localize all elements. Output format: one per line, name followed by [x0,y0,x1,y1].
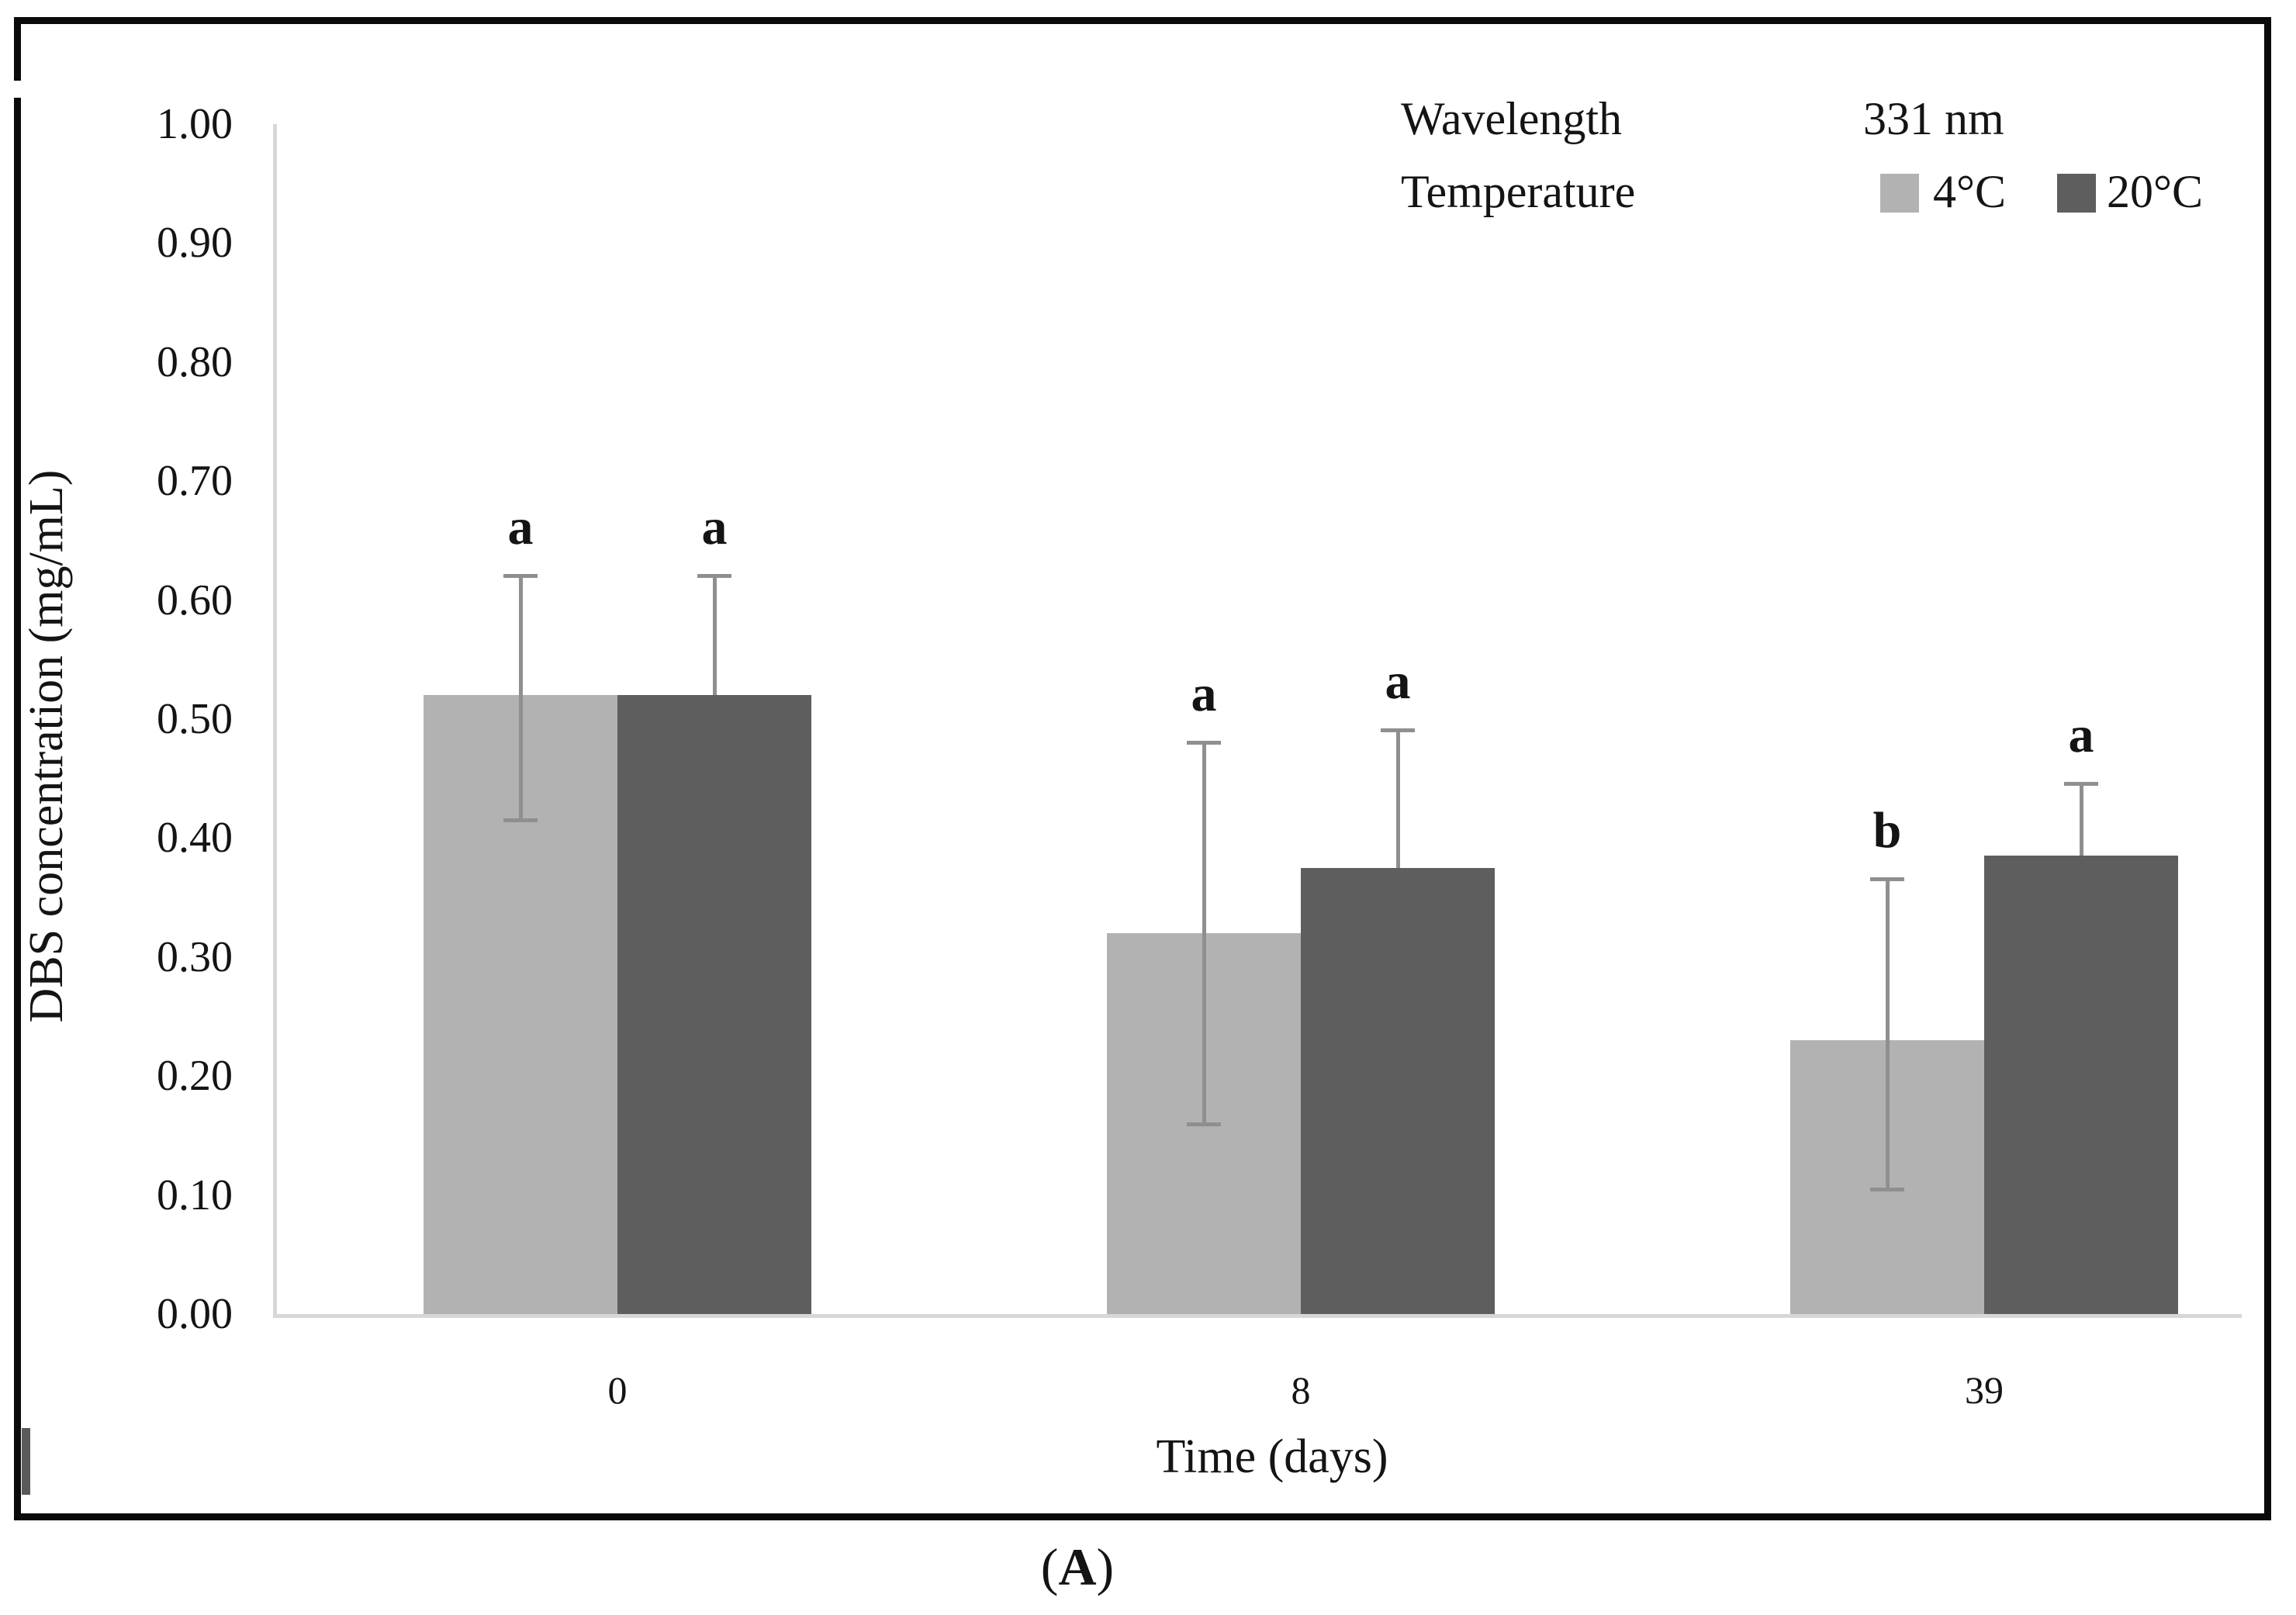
legend-swatch-4c [1880,174,1919,213]
error-bar-cap-top [1870,877,1904,882]
y-tick-label: 0.50 [157,695,233,743]
x-tick-label: 8 [1291,1368,1311,1412]
error-bar-4°C-day0 [518,576,523,821]
error-bar-cap-top [1381,728,1415,733]
bar-20°C-day8 [1301,867,1495,1314]
y-tick-label: 0.60 [157,576,233,624]
legend-wavelength-value: 331 nm [1863,93,2004,144]
caption-letter: A [1058,1537,1097,1596]
error-bar-cap-bottom [1870,1187,1904,1191]
error-bar-4°C-day39 [1885,880,1890,1189]
y-tick-label: 0.20 [157,1052,233,1101]
legend-swatch-20c [2057,174,2096,213]
significance-letter-4°C-day0: a [507,498,534,555]
error-bar-cap-top [697,573,731,578]
y-tick-label: 0.70 [157,457,233,506]
y-tick-label: 1.00 [157,100,233,148]
panel-caption: (A) [977,1534,1178,1599]
legend-series1-label: 4°C [1933,166,2007,217]
significance-letter-4°C-day8: a [1191,665,1217,722]
caption-paren-open: ( [1040,1537,1059,1596]
error-bar-cap-bottom [1187,1122,1221,1126]
error-bar-4°C-day8 [1202,742,1206,1124]
x-axis-title: Time (days) [1156,1430,1388,1483]
significance-letter-20°C-day39: a [2068,707,2094,764]
error-bar-cap-top [1187,740,1221,745]
significance-letter-20°C-day8: a [1385,653,1411,711]
y-tick-label: 0.90 [157,219,233,268]
y-tick-label: 0.80 [157,337,233,386]
error-bar-20°C-day39 [2079,784,2083,856]
error-bar-20°C-day8 [1395,731,1400,868]
frame-gap-artifact [11,81,25,98]
legend-series2-label: 20°C [2107,166,2204,217]
significance-letter-20°C-day0: a [701,498,728,555]
y-axis-line [273,124,277,1314]
x-tick-label: 39 [1965,1368,2004,1412]
x-tick-label: 0 [607,1368,628,1412]
error-bar-20°C-day0 [712,576,717,696]
y-tick-label: 0.30 [157,932,233,981]
error-bar-cap-bottom [503,818,538,823]
bar-20°C-day0 [617,695,811,1314]
significance-letter-4°C-day39: b [1872,802,1902,859]
bar-20°C-day39 [1984,856,2178,1314]
legend-temperature-label: Temperature [1401,166,1636,217]
frame-tick-artifact [22,1428,30,1495]
error-bar-cap-top [2064,782,2098,787]
y-tick-label: 0.40 [157,814,233,863]
caption-paren-close: ) [1096,1537,1115,1596]
legend-wavelength-label: Wavelength [1401,93,1623,144]
error-bar-cap-top [503,573,538,578]
y-tick-label: 0.00 [157,1290,233,1338]
x-axis-line [273,1314,2242,1318]
y-tick-label: 0.10 [157,1171,233,1219]
